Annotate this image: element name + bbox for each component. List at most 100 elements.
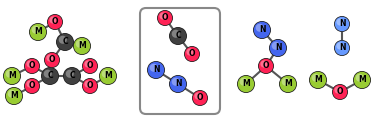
Circle shape	[76, 40, 84, 48]
Circle shape	[41, 67, 59, 85]
Circle shape	[260, 60, 268, 68]
Circle shape	[6, 88, 22, 104]
Circle shape	[44, 70, 52, 78]
Circle shape	[24, 58, 40, 74]
Circle shape	[25, 79, 39, 93]
Circle shape	[84, 60, 91, 68]
Circle shape	[59, 36, 67, 44]
Circle shape	[254, 22, 270, 38]
Circle shape	[83, 59, 97, 73]
Text: M: M	[78, 41, 86, 51]
Text: M: M	[10, 92, 18, 101]
Circle shape	[282, 78, 290, 86]
Circle shape	[169, 75, 187, 93]
Circle shape	[45, 53, 59, 67]
Circle shape	[353, 71, 371, 89]
Circle shape	[335, 41, 349, 55]
Circle shape	[25, 59, 39, 73]
Text: M: M	[314, 76, 322, 85]
Text: N: N	[339, 44, 345, 52]
Text: C: C	[62, 37, 68, 46]
Circle shape	[3, 67, 21, 85]
Circle shape	[172, 78, 180, 86]
Circle shape	[170, 76, 186, 92]
Circle shape	[194, 92, 201, 100]
Circle shape	[57, 34, 73, 50]
Circle shape	[185, 47, 199, 61]
Circle shape	[184, 46, 200, 62]
Circle shape	[170, 28, 186, 44]
Text: O: O	[87, 61, 93, 71]
Text: N: N	[175, 80, 181, 88]
Circle shape	[64, 68, 80, 84]
Text: O: O	[49, 56, 55, 65]
Circle shape	[26, 60, 34, 68]
Circle shape	[336, 18, 344, 26]
Circle shape	[5, 87, 23, 105]
Circle shape	[332, 84, 348, 100]
Circle shape	[100, 68, 116, 84]
Circle shape	[56, 33, 74, 51]
Circle shape	[256, 24, 264, 32]
Circle shape	[356, 74, 364, 82]
Circle shape	[192, 90, 208, 106]
Text: N: N	[339, 20, 345, 29]
Circle shape	[42, 68, 58, 84]
Circle shape	[147, 61, 165, 79]
Text: N: N	[259, 25, 265, 35]
Text: M: M	[358, 76, 366, 85]
Circle shape	[334, 40, 350, 56]
Circle shape	[4, 68, 20, 84]
Circle shape	[169, 27, 187, 45]
Circle shape	[26, 80, 34, 88]
Text: O: O	[197, 93, 203, 102]
Circle shape	[310, 72, 326, 88]
Text: O: O	[337, 87, 343, 97]
Circle shape	[238, 76, 254, 92]
Text: O: O	[263, 61, 269, 71]
Circle shape	[354, 72, 370, 88]
Text: N: N	[275, 44, 281, 52]
Text: M: M	[104, 71, 112, 81]
Circle shape	[24, 78, 40, 94]
Text: O: O	[162, 14, 168, 22]
Circle shape	[74, 38, 90, 54]
Circle shape	[158, 11, 172, 25]
Text: C: C	[47, 71, 53, 81]
Circle shape	[32, 26, 40, 34]
Circle shape	[272, 42, 280, 50]
Circle shape	[160, 12, 167, 20]
Circle shape	[334, 16, 350, 32]
Circle shape	[253, 21, 271, 39]
Circle shape	[46, 54, 54, 62]
Circle shape	[102, 70, 110, 78]
Circle shape	[259, 59, 273, 73]
Circle shape	[312, 74, 320, 82]
Text: O: O	[52, 17, 58, 26]
Circle shape	[258, 58, 274, 74]
Circle shape	[157, 10, 173, 26]
Circle shape	[29, 23, 47, 41]
Circle shape	[30, 24, 46, 40]
Circle shape	[47, 14, 63, 30]
Circle shape	[82, 58, 98, 74]
Text: O: O	[87, 81, 93, 91]
Text: M: M	[242, 80, 250, 88]
Circle shape	[269, 39, 287, 57]
Circle shape	[148, 62, 164, 78]
Circle shape	[44, 52, 60, 68]
Circle shape	[335, 86, 342, 94]
Circle shape	[63, 67, 81, 85]
Text: M: M	[34, 27, 42, 36]
Text: O: O	[189, 50, 195, 59]
Circle shape	[48, 15, 62, 29]
Circle shape	[270, 40, 286, 56]
Circle shape	[66, 70, 74, 78]
Text: O: O	[29, 81, 35, 91]
Circle shape	[333, 85, 347, 99]
Text: N: N	[153, 66, 159, 75]
Circle shape	[186, 48, 194, 56]
Text: O: O	[29, 61, 35, 71]
Circle shape	[83, 79, 97, 93]
Circle shape	[237, 75, 255, 93]
